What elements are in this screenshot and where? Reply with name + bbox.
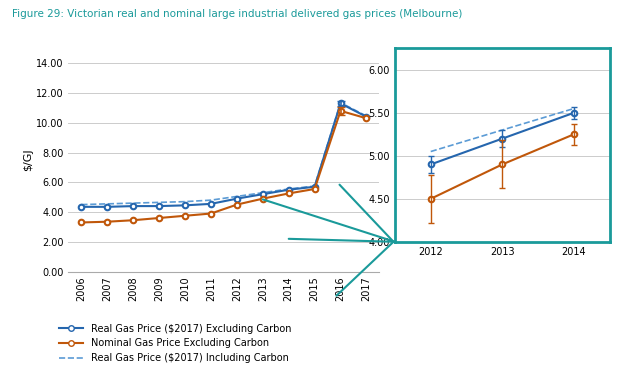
Legend: Real Gas Price ($2017) Excluding Carbon, Nominal Gas Price Excluding Carbon, Rea: Real Gas Price ($2017) Excluding Carbon,… xyxy=(55,320,295,367)
Y-axis label: $/GJ: $/GJ xyxy=(23,149,33,171)
Text: Figure 29: Victorian real and nominal large industrial delivered gas prices (Mel: Figure 29: Victorian real and nominal la… xyxy=(12,9,463,19)
